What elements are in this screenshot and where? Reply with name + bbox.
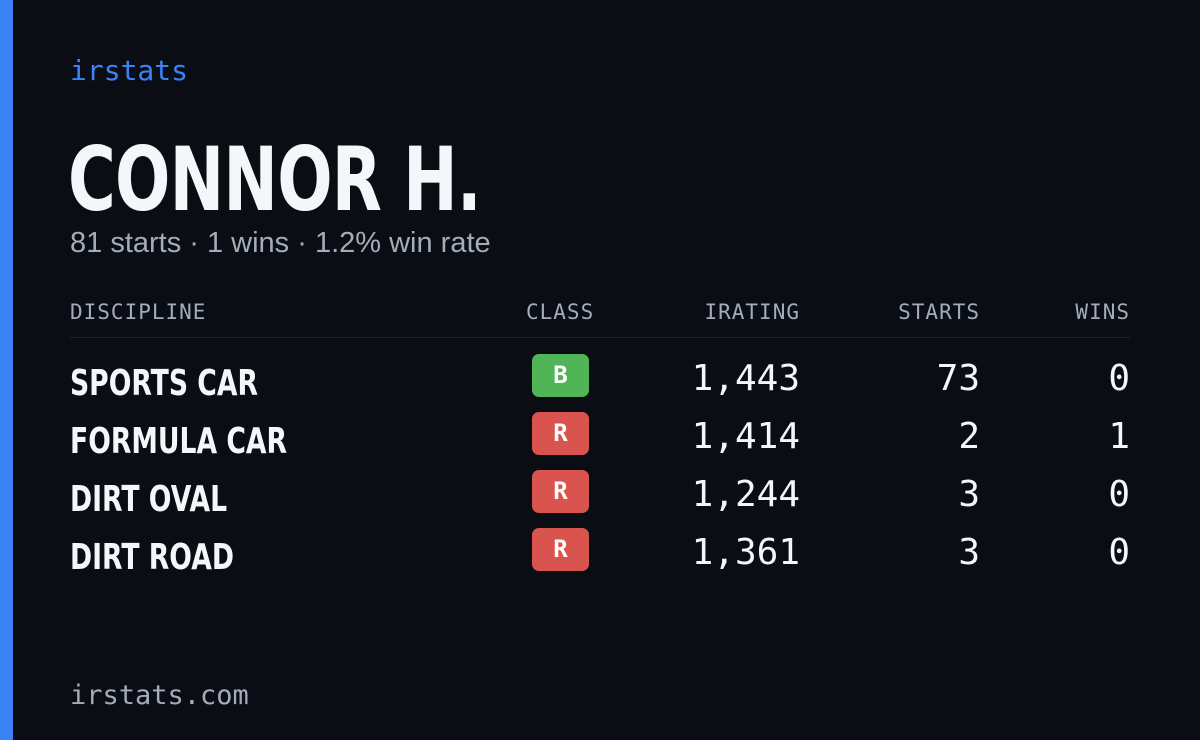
starts-value: 3 — [958, 474, 980, 515]
discipline-name: DIRT ROAD — [70, 537, 234, 578]
license-class-badge: R — [532, 412, 589, 455]
starts-value: 73 — [936, 358, 980, 399]
discipline-name: DIRT OVAL — [70, 479, 228, 520]
license-class-badge: R — [532, 470, 589, 513]
wins-value: 0 — [1108, 358, 1130, 399]
column-header-class: CLASS — [526, 300, 595, 324]
column-header-wins: WINS — [1075, 300, 1130, 324]
wins-value: 1 — [1108, 416, 1130, 457]
wins-value: 0 — [1108, 532, 1130, 573]
wins-value: 0 — [1108, 474, 1130, 515]
footer-url: irstats.com — [70, 680, 249, 711]
starts-value: 3 — [958, 532, 980, 573]
irating-value: 1,414 — [691, 416, 800, 457]
license-class-badge: R — [532, 528, 589, 571]
discipline-name: SPORTS CAR — [70, 363, 258, 404]
irating-value: 1,443 — [691, 358, 800, 399]
irating-value: 1,361 — [691, 532, 800, 573]
license-class-badge: B — [532, 354, 589, 397]
starts-value: 2 — [958, 416, 980, 457]
column-header-discipline: DISCIPLINE — [70, 300, 207, 324]
table-row: SPORTS CAR B 1,443 73 0 — [0, 352, 1200, 410]
accent-bar — [0, 0, 13, 740]
table-row: DIRT ROAD R 1,361 3 0 — [0, 526, 1200, 584]
driver-summary: 81 starts · 1 wins · 1.2% win rate — [70, 227, 491, 259]
brand-logo-text: irstats — [70, 54, 189, 87]
irating-value: 1,244 — [691, 474, 800, 515]
column-header-irating: IRATING — [704, 300, 800, 324]
table-row: FORMULA CAR R 1,414 2 1 — [0, 410, 1200, 468]
column-header-starts: STARTS — [898, 300, 980, 324]
header-divider — [70, 337, 1130, 338]
discipline-name: FORMULA CAR — [70, 421, 288, 462]
driver-name: CONNOR H. — [68, 128, 482, 231]
table-row: DIRT OVAL R 1,244 3 0 — [0, 468, 1200, 526]
